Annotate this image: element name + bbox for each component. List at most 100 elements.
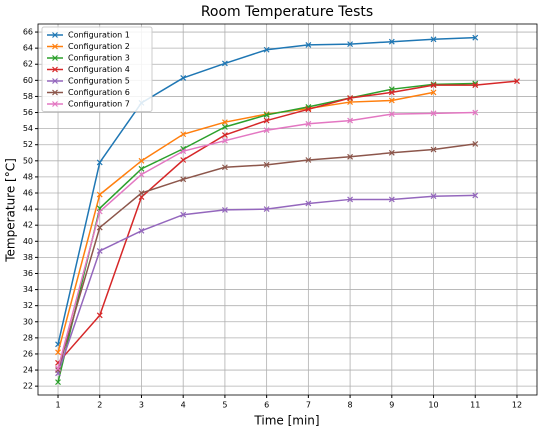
data-point: [96, 191, 103, 198]
y-tick-label: 58: [23, 92, 33, 101]
data-point: [305, 120, 312, 127]
legend-marker: [52, 89, 58, 96]
data-point: [430, 110, 437, 117]
data-point: [263, 161, 270, 168]
data-point: [221, 164, 228, 171]
data-point: [263, 127, 270, 134]
data-point: [180, 157, 187, 163]
data-point: [388, 149, 395, 156]
x-tick-label: 7: [306, 401, 311, 410]
legend-marker: [52, 55, 58, 61]
y-tick-label: 42: [23, 221, 33, 230]
y-tick-label: 26: [23, 349, 33, 358]
x-tick-label: 6: [264, 401, 269, 410]
data-point: [221, 137, 228, 144]
data-point: [55, 379, 61, 386]
data-point: [138, 157, 145, 164]
x-tick-label: 9: [389, 401, 394, 410]
legend-label: Configuration 7: [68, 100, 130, 109]
x-tick-label: 10: [428, 401, 438, 410]
data-point: [180, 74, 187, 81]
x-tick-label: 8: [348, 401, 353, 410]
legend-label: Configuration 2: [68, 42, 130, 51]
data-point: [305, 200, 312, 207]
data-point: [180, 148, 187, 155]
y-tick-label: 62: [23, 60, 33, 69]
data-point: [388, 89, 395, 96]
data-point: [55, 349, 61, 356]
y-tick-label: 54: [23, 124, 33, 133]
y-tick-label: 28: [23, 333, 33, 342]
y-tick-label: 46: [23, 189, 33, 198]
data-point: [96, 208, 103, 215]
legend-label: Configuration 5: [68, 77, 130, 86]
y-tick-label: 34: [23, 285, 33, 294]
chart-title: Room Temperature Tests: [201, 4, 373, 20]
data-point: [138, 227, 145, 234]
legend-label: Configuration 4: [68, 65, 130, 74]
data-point: [96, 248, 103, 254]
x-axis-label: Time [min]: [253, 414, 319, 428]
y-axis-label: Temperature [°C]: [4, 158, 18, 263]
data-point: [305, 106, 312, 113]
x-tick-label: 3: [139, 401, 144, 410]
data-point: [430, 193, 437, 200]
legend-box: [41, 26, 153, 112]
data-point: [472, 82, 479, 89]
legend-marker: [52, 101, 58, 107]
data-point: [55, 365, 61, 372]
y-tick-label: 66: [23, 28, 33, 37]
y-tick-label: 24: [23, 366, 33, 375]
data-point: [263, 117, 270, 124]
data-point: [430, 36, 437, 43]
data-point: [388, 97, 395, 104]
legend-marker: [52, 43, 58, 50]
data-point: [138, 190, 145, 196]
data-point: [263, 112, 270, 118]
x-tick-label: 4: [181, 401, 186, 410]
series-line: [57, 80, 518, 364]
data-point: [472, 34, 479, 41]
y-tick-label: 38: [23, 253, 33, 262]
data-point: [305, 41, 312, 48]
data-point: [514, 78, 520, 85]
y-tick-label: 60: [23, 76, 33, 85]
legend-label: Configuration 3: [68, 54, 130, 63]
x-tick-label: 12: [512, 401, 522, 410]
data-point: [221, 206, 228, 213]
y-tick-label: 30: [23, 317, 33, 326]
data-point: [347, 41, 354, 48]
legend-label: Configuration 1: [68, 31, 130, 40]
data-point: [221, 124, 228, 130]
x-tick-label: 1: [55, 401, 60, 410]
legend-label: Configuration 6: [68, 88, 130, 97]
data-point: [96, 224, 103, 231]
y-tick-label: 48: [23, 172, 33, 181]
data-point: [430, 146, 437, 153]
data-point: [472, 109, 479, 116]
x-tick-label: 5: [222, 401, 227, 410]
legend-marker: [52, 66, 58, 73]
y-tick-label: 40: [23, 237, 33, 246]
data-point: [180, 176, 187, 183]
data-point: [305, 157, 312, 163]
data-point: [347, 153, 354, 160]
data-point: [430, 82, 437, 89]
x-tick-label: 2: [97, 401, 102, 410]
x-tick-label: 11: [470, 401, 480, 410]
plot-frame: [37, 23, 538, 396]
data-point: [388, 111, 395, 118]
data-point: [55, 367, 61, 373]
data-point: [138, 165, 145, 172]
data-point: [180, 131, 187, 138]
data-point: [96, 312, 103, 319]
data-point: [347, 117, 354, 124]
y-tick-label: 32: [23, 301, 33, 310]
y-tick-label: 44: [23, 205, 33, 214]
legend-marker: [52, 32, 58, 38]
data-point: [221, 60, 228, 67]
data-point: [180, 211, 187, 218]
series-line: [57, 91, 434, 353]
data-point: [221, 119, 228, 126]
